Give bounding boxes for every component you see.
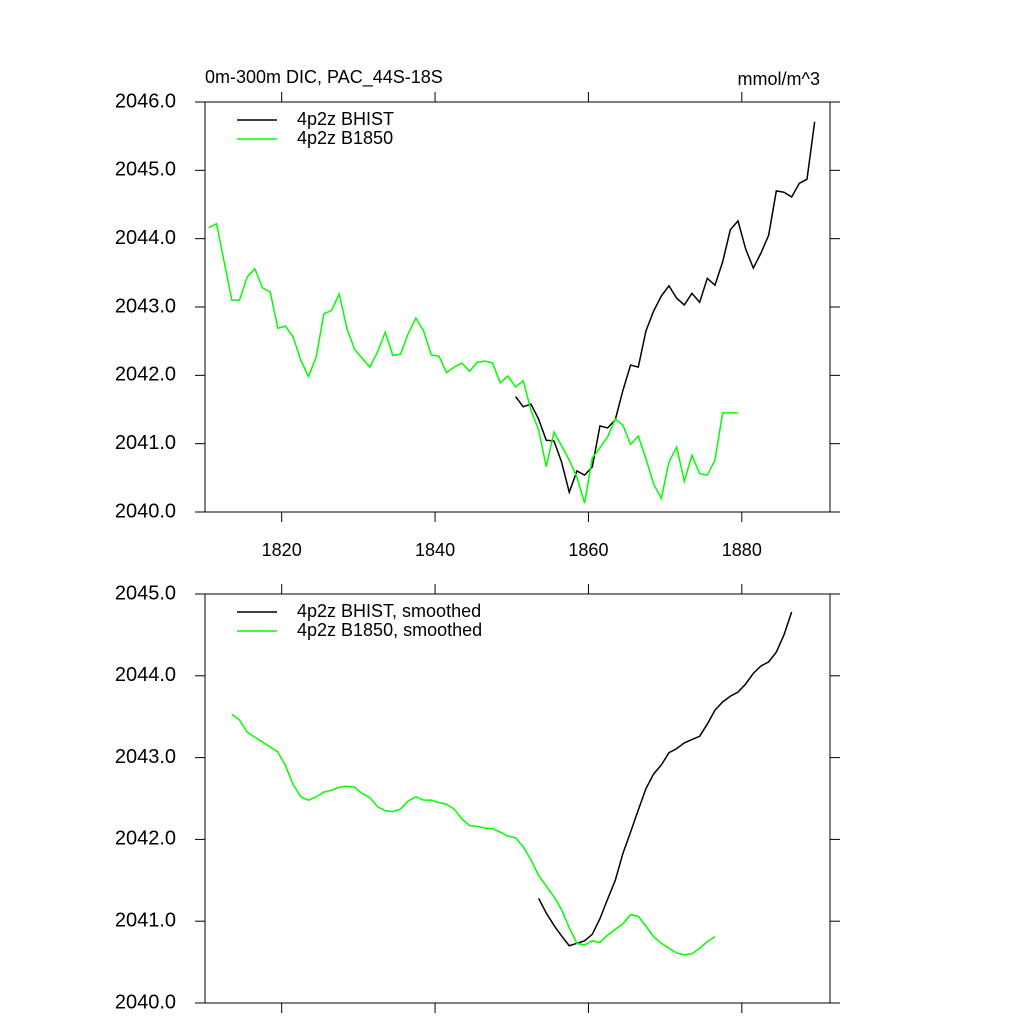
legend-label: 4p2z BHIST [297, 109, 394, 129]
legend-label: 4p2z B1850, smoothed [297, 620, 482, 640]
series-line [514, 121, 816, 495]
y-tick-label: 2046.0 [115, 90, 176, 112]
y-tick-label: 2040.0 [115, 991, 176, 1013]
legend-label: 4p2z BHIST, smoothed [297, 601, 481, 621]
legend-label: 4p2z B1850 [297, 128, 393, 148]
y-tick-label: 2045.0 [115, 582, 176, 604]
y-tick-label: 2042.0 [115, 364, 176, 386]
y-tick-label: 2045.0 [115, 159, 176, 181]
y-tick-label: 2043.0 [115, 295, 176, 317]
plot-frame [204, 101, 831, 513]
y-tick-label: 2042.0 [115, 828, 176, 850]
plot-frame [204, 593, 831, 1004]
x-tick-label: 1840 [415, 540, 455, 560]
series-line [537, 611, 793, 947]
series-line [208, 222, 738, 504]
x-tick-label: 1820 [262, 540, 302, 560]
y-tick-label: 2044.0 [115, 227, 176, 249]
y-tick-label: 2041.0 [115, 909, 176, 931]
x-tick-label: 1860 [568, 540, 608, 560]
y-tick-label: 2043.0 [115, 746, 176, 768]
y-tick-label: 2040.0 [115, 500, 176, 522]
chart-title: 0m-300m DIC, PAC_44S-18S [205, 67, 443, 88]
y-tick-label: 2041.0 [115, 432, 176, 454]
series-line [231, 713, 716, 956]
x-tick-label: 1880 [722, 540, 762, 560]
units-label: mmol/m^3 [738, 69, 820, 89]
y-tick-label: 2044.0 [115, 664, 176, 686]
